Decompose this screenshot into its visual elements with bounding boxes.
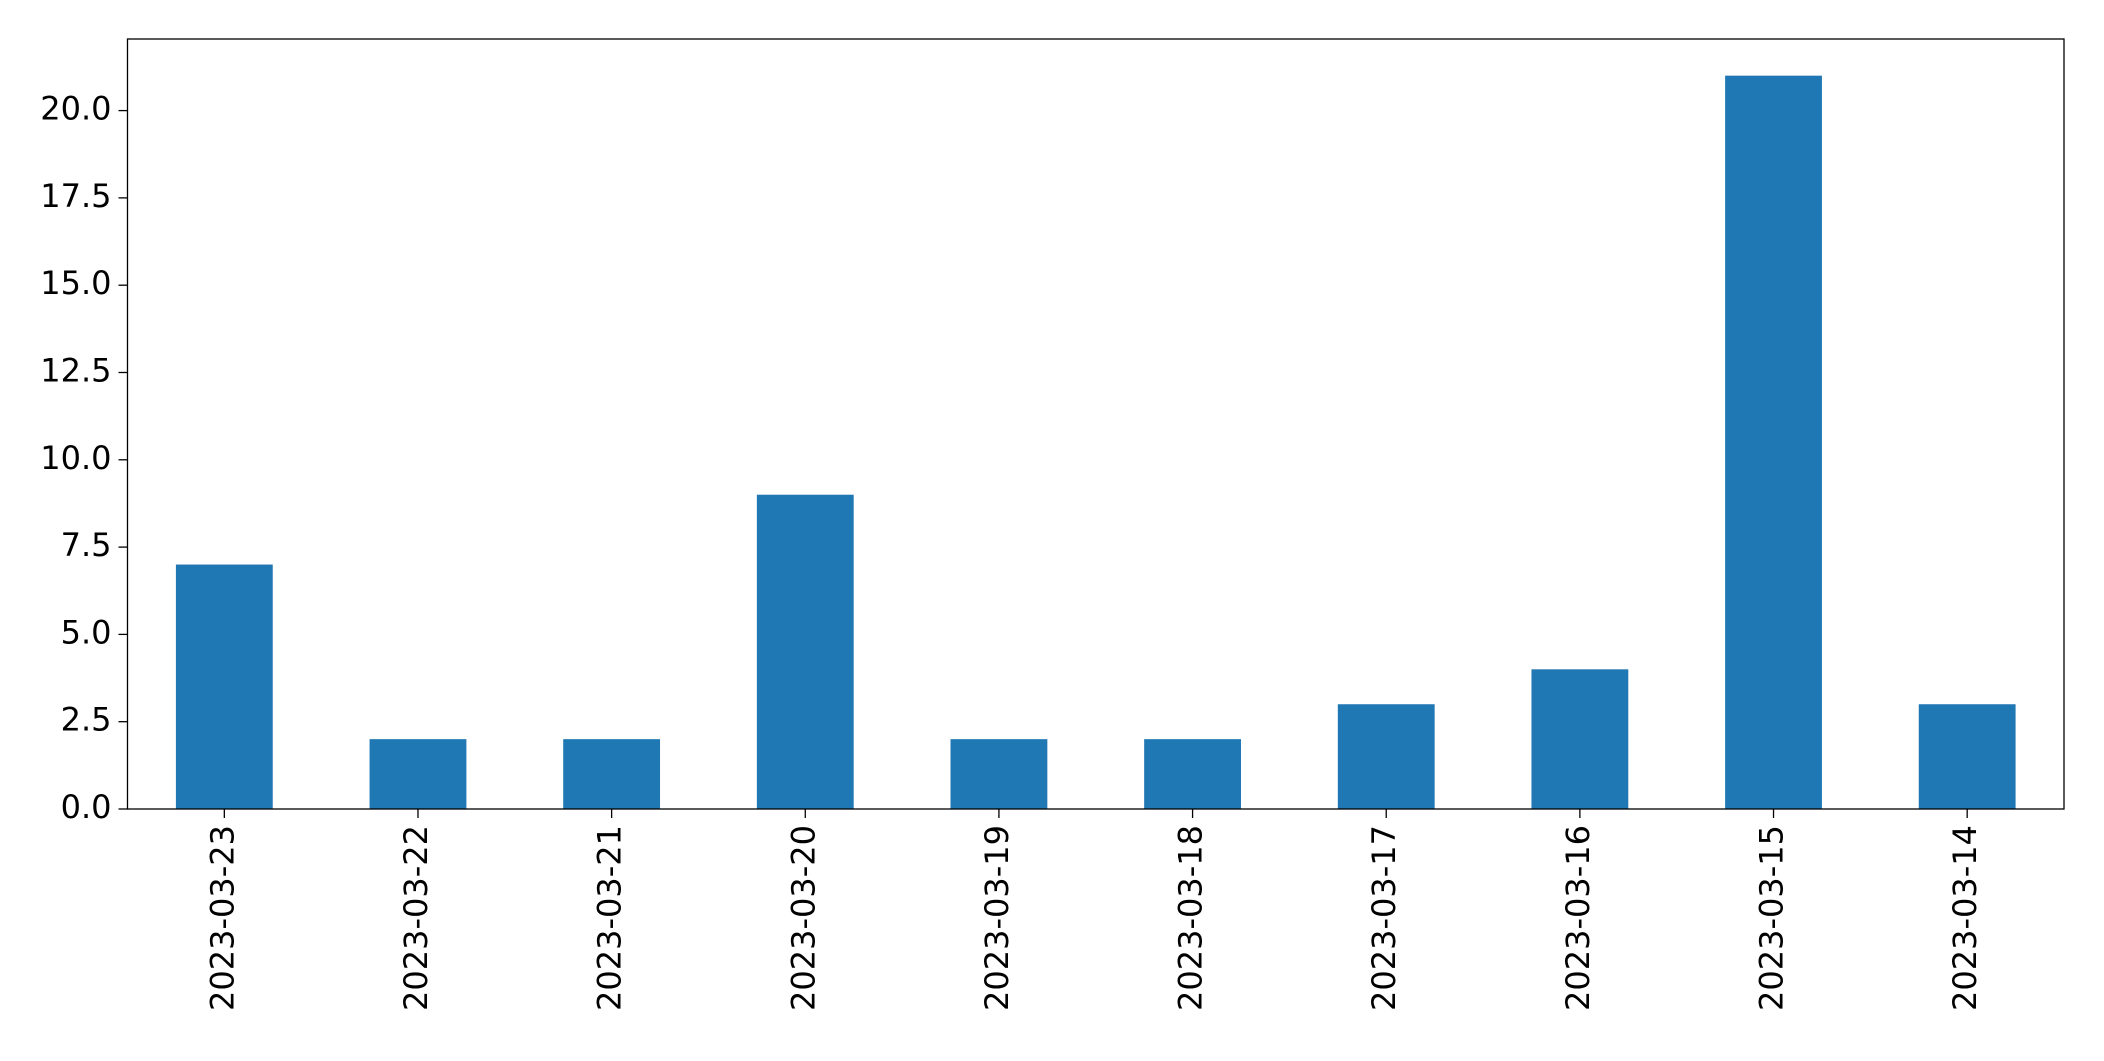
y-tick-label: 12.5 (40, 351, 111, 389)
x-tick-label: 2023-03-19 (978, 825, 1016, 1011)
x-tick-label: 2023-03-20 (784, 825, 822, 1011)
bar (563, 739, 661, 809)
y-tick-label: 7.5 (61, 526, 112, 564)
y-tick-label: 20.0 (40, 90, 111, 128)
y-tick-label: 17.5 (40, 177, 111, 215)
bar (1918, 704, 2016, 809)
bar (756, 494, 854, 809)
x-tick-label: 2023-03-14 (1946, 825, 1984, 1011)
x-tick-label: 2023-03-22 (397, 825, 435, 1011)
y-tick-label: 0.0 (61, 788, 112, 826)
y-tick-label: 2.5 (61, 701, 112, 739)
bar (1725, 75, 1822, 809)
x-tick-label: 2023-03-18 (1172, 825, 1210, 1011)
bar (1337, 704, 1435, 809)
y-tick-label: 15.0 (40, 264, 111, 302)
x-tick-label: 2023-03-17 (1365, 825, 1403, 1011)
bar (1531, 669, 1629, 809)
bar (369, 739, 467, 809)
bar (950, 739, 1048, 809)
bar (175, 564, 273, 809)
bar (1144, 739, 1241, 809)
x-tick-label: 2023-03-16 (1559, 825, 1597, 1011)
x-tick-label: 2023-03-21 (591, 825, 629, 1011)
y-tick-label: 5.0 (61, 613, 112, 651)
x-tick-label: 2023-03-23 (203, 825, 241, 1011)
plot-frame (126, 38, 2065, 810)
y-tick-label: 10.0 (40, 439, 111, 477)
x-tick-label: 2023-03-15 (1753, 825, 1791, 1011)
